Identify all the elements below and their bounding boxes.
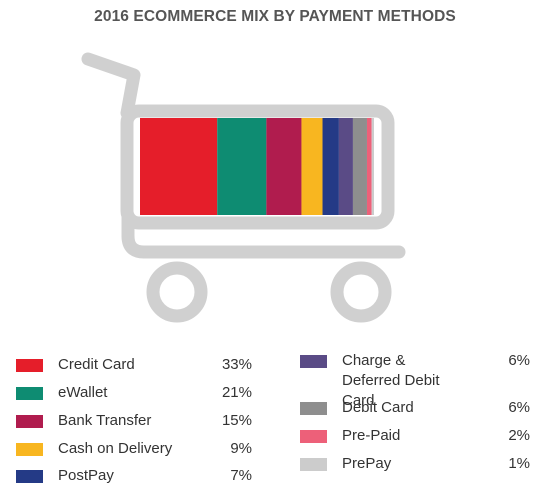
legend-swatch	[300, 402, 327, 415]
legend-label: Bank Transfer	[58, 412, 152, 429]
legend-item-credit-card: Credit Card	[16, 355, 186, 375]
legend-item-postpay: PostPay	[16, 466, 186, 486]
legend-label: Cash on Delivery	[58, 440, 173, 457]
legend-value-bank-transfer: 15%	[221, 412, 252, 429]
legend-value-credit-card: 33%	[221, 356, 252, 373]
legend-label: Credit Card	[58, 356, 135, 373]
legend-item-prepay: PrePay	[300, 454, 464, 474]
legend-label: PrePay	[342, 455, 392, 472]
bar-segment-prepay	[371, 118, 374, 215]
legend-item-charge-deferred-debit-card: Charge & Deferred Debit Card	[300, 351, 464, 411]
legend-value-postpay: 7%	[230, 467, 252, 484]
chart-title: 2016 ECOMMERCE MIX BY PAYMENT METHODS	[94, 8, 456, 25]
legend-label: Debit Card	[342, 399, 414, 416]
bar-segment-bank-transfer	[266, 118, 302, 215]
legend-swatch	[300, 430, 327, 443]
legend-swatch	[300, 355, 327, 368]
legend-value-ewallet: 21%	[221, 384, 252, 401]
wheel-left-icon	[146, 261, 208, 323]
legend-swatch	[16, 415, 43, 428]
bar-segment-credit-card	[140, 118, 218, 215]
legend-swatch	[16, 387, 43, 400]
legend-value-cash-on-delivery: 9%	[230, 440, 252, 457]
legend-swatch	[16, 443, 43, 456]
legend-value-prepay: 1%	[508, 455, 530, 472]
legend-value-debit-card: 6%	[508, 399, 530, 416]
legend-label: PostPay	[58, 467, 114, 484]
legend-swatch	[300, 458, 327, 471]
bar-segment-charge-deferred-debit-card	[338, 118, 353, 215]
cart-basket	[120, 104, 395, 230]
legend-label: Pre-Paid	[342, 427, 401, 444]
legend-item-pre-paid: Pre-Paid	[300, 426, 464, 446]
legend-value-charge-deferred-debit-card: 6%	[508, 352, 530, 369]
bar-segment-cash-on-delivery	[301, 118, 323, 215]
legend-label: Charge & Deferred Debit Card	[342, 352, 440, 409]
legend-item-bank-transfer: Bank Transfer	[16, 411, 186, 431]
bar-segment-debit-card	[352, 118, 367, 215]
cart-base	[121, 209, 406, 259]
legend-value-pre-paid: 2%	[508, 427, 530, 444]
cart-handle	[81, 52, 141, 120]
legend-item-ewallet: eWallet	[16, 383, 186, 403]
bar-segment-postpay	[322, 118, 339, 215]
bar-segment-ewallet	[217, 118, 267, 215]
legend-swatch	[16, 359, 43, 372]
bar-segment-pre-paid	[366, 118, 372, 215]
legend-item-cash-on-delivery: Cash on Delivery	[16, 439, 186, 459]
legend-label: eWallet	[58, 384, 108, 401]
legend-swatch	[16, 470, 43, 483]
wheel-right-icon	[330, 261, 392, 323]
legend-item-debit-card: Debit Card	[300, 398, 464, 418]
